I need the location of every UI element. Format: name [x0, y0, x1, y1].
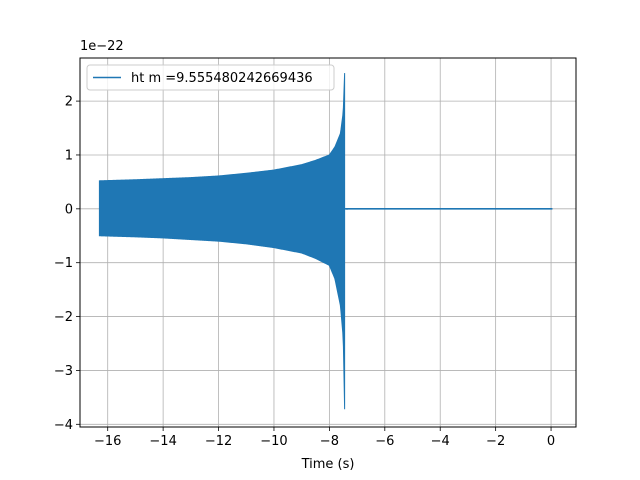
x-tick-label: −8 — [320, 434, 339, 449]
waveform-band — [98, 73, 346, 410]
y-tick-label: 2 — [65, 95, 73, 110]
x-axis-label: Time (s) — [301, 457, 355, 472]
x-tick-label: 0 — [547, 434, 555, 449]
x-tick-label: −10 — [260, 434, 287, 449]
x-tick-label: −12 — [205, 434, 232, 449]
x-tick-label: −6 — [375, 434, 394, 449]
legend: ht m =9.555480242669436 — [86, 64, 335, 91]
x-tick-label: −16 — [94, 434, 121, 449]
x-tick-label: −2 — [486, 434, 505, 449]
y-tick-label: −1 — [54, 256, 73, 271]
y-tick-label: 1 — [65, 148, 73, 163]
x-tick-label: −14 — [149, 434, 176, 449]
axes-frame — [79, 57, 577, 428]
y-tick-label: −4 — [54, 418, 73, 433]
plot-area — [98, 73, 553, 410]
y-tick-label: −3 — [54, 364, 73, 379]
y-scale-offset-label: 1e−22 — [80, 39, 124, 54]
y-tick-label: −2 — [54, 310, 73, 325]
y-tick-label: 0 — [65, 202, 73, 217]
legend-entry-label: ht m =9.555480242669436 — [131, 71, 313, 86]
x-tick-label: −4 — [431, 434, 450, 449]
legend-box — [86, 64, 335, 91]
